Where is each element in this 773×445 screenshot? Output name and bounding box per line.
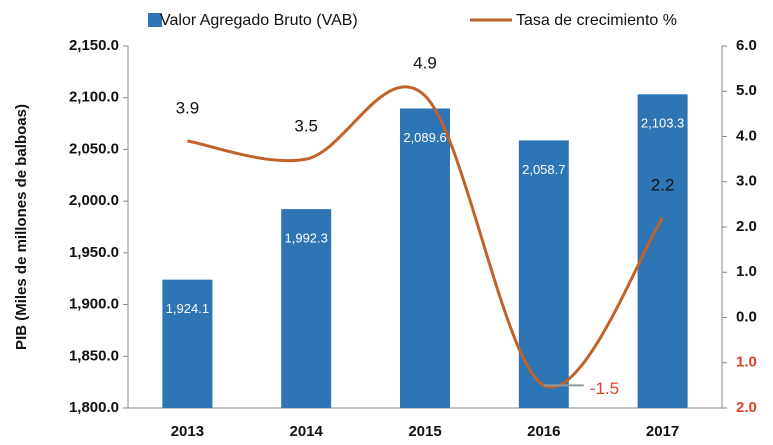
bar <box>162 279 213 408</box>
y-tick-label: 2,150.0 <box>69 37 119 54</box>
line-value-label: 3.5 <box>294 117 318 136</box>
y2-tick-label: 0.0 <box>736 308 757 325</box>
y2-tick-label: 4.0 <box>736 127 757 144</box>
bar-value-label: 2,058.7 <box>522 162 565 177</box>
y2-tick-label: 2.0 <box>736 218 757 235</box>
bar-value-label: 2,089.6 <box>403 130 446 145</box>
legend-label: Valor Agregado Bruto (VAB) <box>160 12 358 29</box>
line-value-label: 4.9 <box>413 53 437 72</box>
y2-tick-label: 1.0 <box>736 263 757 280</box>
line <box>187 85 664 389</box>
legend-swatch <box>148 13 162 27</box>
y-tick-label: 2,100.0 <box>69 89 119 106</box>
bar <box>400 108 450 408</box>
bar <box>518 140 569 408</box>
legend-label: Tasa de crecimiento % <box>516 12 677 29</box>
x-tick-label: 2014 <box>290 423 324 440</box>
y2-tick-label: 5.0 <box>736 82 757 99</box>
y-axis-label: PIB (Miles de millones de balboas) <box>13 104 30 350</box>
bar-value-label: 1,992.3 <box>285 231 328 246</box>
y2-tick-label: 3.0 <box>736 173 757 190</box>
y2-tick-label: 6.0 <box>736 37 757 54</box>
y-tick-label: 1,850.0 <box>69 347 119 364</box>
y-tick-label: 2,000.0 <box>69 192 119 209</box>
line-value-label: 3.9 <box>176 99 200 118</box>
y2-tick-label: 1.0 <box>736 354 757 371</box>
bar-value-label: 1,924.1 <box>166 301 209 316</box>
line-value-label: -1.5 <box>590 379 619 398</box>
y-tick-label: 1,800.0 <box>69 399 119 416</box>
line-value-label: 2.2 <box>651 175 675 194</box>
bar <box>281 209 332 408</box>
y-tick-label: 1,950.0 <box>69 244 119 261</box>
y-tick-label: 2,050.0 <box>69 140 119 157</box>
y-tick-label: 1,900.0 <box>69 296 119 313</box>
y2-tick-label: 2.0 <box>736 399 757 416</box>
bar-value-label: 2,103.3 <box>641 116 684 131</box>
x-tick-label: 2015 <box>408 423 441 440</box>
x-tick-label: 2016 <box>527 423 560 440</box>
x-tick-label: 2017 <box>646 423 679 440</box>
x-tick-label: 2013 <box>171 423 204 440</box>
